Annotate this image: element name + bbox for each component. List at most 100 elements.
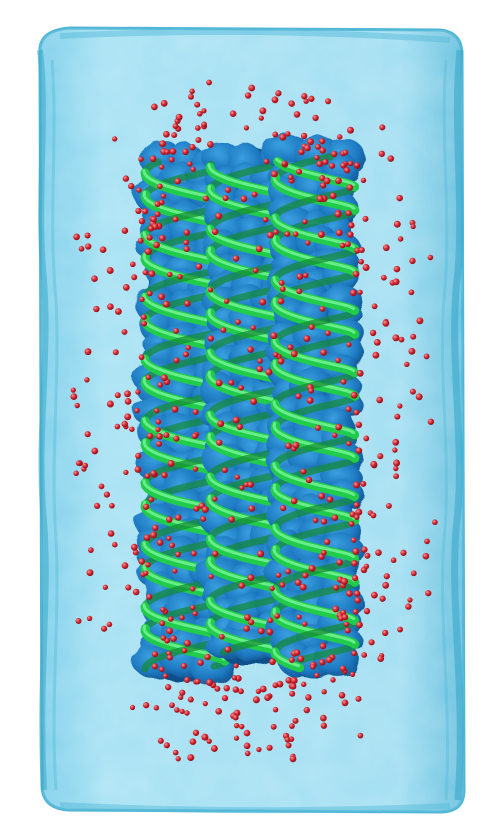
ion [200, 516, 207, 522]
ion [134, 466, 142, 473]
ion [353, 481, 360, 489]
ion [351, 650, 357, 657]
ion [355, 447, 363, 454]
ion [156, 440, 163, 447]
ion [382, 581, 390, 589]
ion [145, 374, 152, 380]
ion [244, 92, 252, 99]
ion [377, 655, 385, 663]
ion [294, 579, 302, 586]
ion [387, 155, 395, 162]
ion [150, 216, 157, 223]
ion [217, 420, 225, 428]
ion [368, 639, 375, 646]
ion [422, 552, 430, 560]
ion [351, 560, 358, 567]
ion [157, 737, 164, 744]
ion [269, 658, 276, 666]
ion [267, 617, 274, 624]
ion [410, 223, 416, 230]
ion [243, 729, 251, 737]
ion [346, 440, 352, 447]
ion [330, 677, 336, 683]
ion [183, 245, 190, 253]
ion [206, 679, 214, 686]
ion [160, 99, 168, 107]
ion [318, 659, 326, 666]
ion [196, 110, 203, 117]
ion [325, 330, 331, 336]
ion [84, 431, 91, 438]
ion [353, 502, 360, 508]
ion [370, 512, 377, 519]
ion [192, 729, 200, 736]
ion [298, 148, 305, 156]
ion [336, 134, 343, 140]
ion [103, 491, 111, 498]
ion [211, 228, 219, 236]
ion [362, 264, 370, 271]
ion [155, 419, 162, 425]
ion [302, 621, 308, 627]
ion [305, 694, 312, 701]
ion [303, 706, 310, 714]
ion [305, 476, 313, 484]
ion [324, 538, 331, 546]
ion [102, 584, 109, 590]
ion [124, 390, 131, 398]
ion [252, 696, 260, 704]
ion [339, 242, 346, 249]
ion [243, 625, 250, 632]
ion [363, 608, 371, 615]
ion [99, 246, 107, 254]
ion [139, 296, 145, 303]
ion [137, 237, 144, 244]
ion [427, 418, 435, 425]
ion [93, 305, 100, 313]
ion [335, 423, 343, 431]
ion [88, 547, 94, 553]
ion [255, 688, 262, 695]
ion [329, 162, 336, 169]
ion [341, 699, 349, 707]
ion [162, 300, 170, 308]
ion [319, 643, 327, 650]
ion [353, 409, 360, 416]
ion [166, 627, 174, 635]
ion [360, 480, 367, 487]
ion [124, 413, 132, 421]
ion [307, 138, 314, 146]
ion [273, 352, 279, 358]
ion [192, 610, 198, 617]
ion [296, 614, 302, 620]
ion [207, 287, 214, 293]
ion [393, 220, 401, 228]
ion [228, 516, 235, 523]
ion [293, 111, 301, 118]
ion [143, 570, 149, 576]
ion [163, 130, 170, 138]
ion [161, 374, 168, 382]
ion [273, 229, 279, 235]
ion [232, 714, 239, 721]
ion [233, 663, 239, 669]
dna-helix-bundle [131, 133, 366, 686]
ion [190, 166, 196, 173]
ion [272, 682, 279, 689]
ion [233, 722, 240, 729]
ion [106, 400, 114, 408]
ion [86, 615, 93, 622]
ion [290, 683, 297, 690]
ion [175, 514, 182, 521]
ion [303, 98, 309, 104]
ion [106, 621, 113, 628]
ion [84, 377, 90, 383]
ion [70, 387, 76, 393]
ion [189, 738, 197, 746]
ion [331, 150, 338, 158]
ion [222, 195, 229, 202]
ion [204, 653, 211, 661]
ion [287, 344, 294, 351]
ion [278, 279, 285, 286]
ion [172, 568, 178, 574]
